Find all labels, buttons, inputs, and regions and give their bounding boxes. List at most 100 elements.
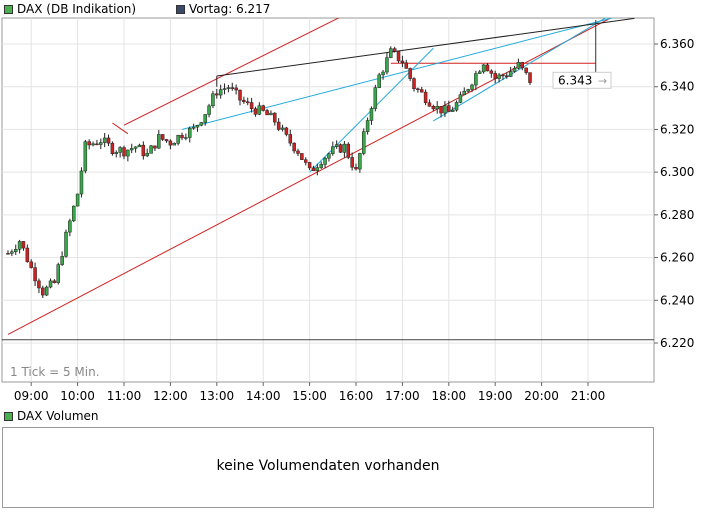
x-tick-label: 19:00: [478, 389, 513, 403]
candle: [153, 145, 157, 149]
candle: [21, 241, 26, 249]
candle: [265, 110, 269, 116]
candle: [269, 112, 273, 116]
candle: [68, 220, 72, 233]
candle: [129, 148, 134, 151]
x-tick-label: 11:00: [107, 389, 142, 403]
candle: [520, 62, 525, 69]
candle: [303, 159, 308, 163]
candles: [6, 46, 532, 299]
candle: [450, 109, 455, 112]
candle: [458, 94, 463, 103]
candle: [222, 88, 227, 90]
candle: [528, 72, 532, 83]
candle: [474, 73, 478, 86]
candle: [226, 87, 231, 89]
current-price-label: 6.343: [558, 73, 592, 87]
candle: [273, 112, 277, 123]
current-price-box: [552, 71, 612, 89]
candle: [470, 84, 474, 90]
channel-line: [112, 122, 129, 135]
candle: [203, 114, 207, 123]
legend-volume-swatch: [4, 411, 13, 421]
candle: [234, 87, 238, 91]
candle: [447, 105, 451, 112]
candle: [10, 251, 14, 254]
candle: [280, 127, 285, 130]
candle: [431, 106, 436, 110]
candle: [361, 131, 366, 154]
tick-note: 1 Tick = 5 Min.: [10, 365, 100, 379]
candle: [354, 166, 358, 170]
candle: [195, 124, 200, 128]
candle: [126, 149, 130, 157]
candle: [56, 264, 61, 283]
candle: [323, 157, 327, 165]
candle: [435, 106, 439, 110]
x-tick-label: 21:00: [571, 389, 606, 403]
candle: [481, 64, 486, 73]
candle: [419, 89, 424, 93]
candle: [215, 93, 219, 96]
candle: [253, 108, 258, 115]
candle: [501, 74, 505, 77]
candle: [242, 99, 246, 103]
candle: [230, 87, 235, 89]
price-arrow-icon: →: [598, 74, 607, 87]
x-tick-label: 17:00: [385, 389, 420, 403]
candle: [416, 88, 420, 91]
candle: [307, 162, 312, 169]
candle: [427, 102, 432, 107]
candle: [454, 102, 459, 111]
candle: [377, 74, 381, 88]
candle: [408, 68, 412, 79]
candle: [52, 280, 57, 283]
candle: [64, 231, 68, 257]
candle: [373, 87, 378, 109]
legend-volume-label: DAX Volumen: [17, 409, 99, 423]
candle: [87, 141, 91, 146]
candle: [218, 89, 223, 96]
candle: [331, 146, 335, 154]
candle: [145, 153, 149, 157]
candle: [110, 142, 115, 154]
candle: [102, 137, 107, 143]
candle: [180, 134, 184, 139]
legend-main-swatch: [4, 4, 13, 14]
candle: [443, 105, 447, 114]
y-tick-label: 6.320: [660, 122, 694, 136]
candle: [423, 91, 428, 103]
candle: [83, 141, 88, 172]
candle: [261, 105, 265, 111]
candle: [392, 48, 397, 52]
y-tick-label: 6.240: [660, 293, 694, 307]
candle: [350, 157, 354, 168]
candle: [33, 267, 37, 282]
x-tick-label: 13:00: [200, 389, 235, 403]
x-tick-label: 20:00: [524, 389, 559, 403]
candle: [462, 90, 467, 95]
x-tick-label: 10:00: [60, 389, 95, 403]
x-tick-label: 15:00: [292, 389, 327, 403]
candle: [95, 143, 99, 146]
candle: [311, 167, 316, 172]
candle: [245, 101, 250, 104]
x-tick-label: 14:00: [246, 389, 281, 403]
candle: [296, 150, 300, 154]
candle: [176, 134, 180, 144]
candle: [160, 134, 165, 140]
candle: [211, 93, 215, 107]
x-tick-label: 12:00: [153, 389, 188, 403]
legend-prev-swatch: [176, 4, 185, 14]
candle: [149, 145, 153, 154]
candle: [199, 122, 204, 126]
candle: [60, 256, 64, 265]
candle: [315, 167, 320, 172]
candle: [37, 280, 41, 289]
candle: [505, 75, 509, 77]
candle: [516, 62, 521, 69]
legend-prev: Vortag: 6.217: [176, 1, 270, 17]
candle: [168, 140, 173, 146]
candle: [184, 137, 188, 139]
